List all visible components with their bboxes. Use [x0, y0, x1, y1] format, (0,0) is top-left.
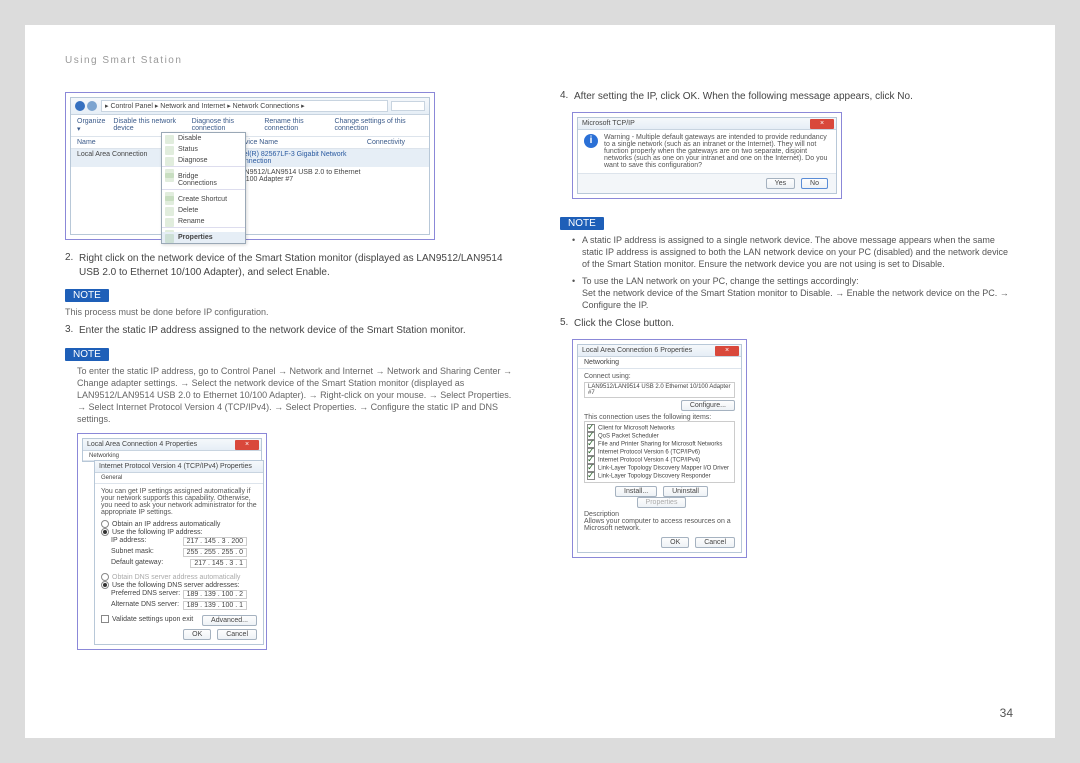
toolbar: Organize ▾ Disable this network device D…: [71, 115, 429, 137]
figure-network-connections: ▸ Control Panel ▸ Network and Internet ▸…: [65, 92, 435, 240]
cancel-button[interactable]: Cancel: [695, 537, 735, 548]
step-5: 5.Click the Close button.: [560, 317, 1015, 331]
connection-row: Local Area Connection Intel(R) 82567LF-3…: [71, 149, 429, 167]
page-number: 34: [1000, 706, 1013, 720]
address-bar: ▸ Control Panel ▸ Network and Internet ▸…: [101, 100, 388, 112]
page-header: Using Smart Station: [65, 55, 1015, 66]
nav-icon: [75, 101, 85, 111]
connection-row: LAN9512/LAN9514 USB 2.0 to Ethernet 10/1…: [71, 167, 429, 185]
note-badge: NOTE: [65, 289, 109, 302]
close-icon: ×: [235, 440, 259, 450]
close-icon: ×: [810, 119, 834, 129]
step-4: 4.After setting the IP, click OK. When t…: [560, 90, 1015, 104]
step-3: 3.Enter the static IP address assigned t…: [65, 324, 520, 338]
note-badge: NOTE: [65, 348, 109, 361]
nav-icon: [87, 101, 97, 111]
close-icon: ×: [715, 346, 739, 356]
context-menu: Disable Status Diagnose Bridge Connectio…: [161, 132, 246, 244]
note-badge: NOTE: [560, 217, 604, 230]
figure-lac-properties: Local Area Connection 6 Properties× Netw…: [572, 339, 747, 558]
note-text: This process must be done before IP conf…: [65, 306, 520, 318]
search-box: [391, 101, 425, 111]
list-header: Name Status Device Name Connectivity: [71, 137, 429, 149]
no-button[interactable]: No: [801, 178, 828, 189]
configure-button[interactable]: Configure...: [681, 400, 735, 411]
cancel-button[interactable]: Cancel: [217, 629, 257, 640]
yes-button[interactable]: Yes: [766, 178, 795, 189]
ok-button[interactable]: OK: [661, 537, 689, 548]
info-icon: i: [584, 134, 598, 148]
figure-ip-properties: Local Area Connection 4 Properties× Netw…: [77, 433, 267, 650]
figure-tcpip-warning: Microsoft TCP/IP× i Warning - Multiple d…: [572, 112, 842, 199]
note-text: To enter the static IP address, go to Co…: [65, 365, 520, 426]
note-bullet: To use the LAN network on your PC, chang…: [572, 275, 1015, 311]
ok-button[interactable]: OK: [183, 629, 211, 640]
step-2: 2.Right click on the network device of t…: [65, 252, 520, 279]
note-bullet: A static IP address is assigned to a sin…: [572, 234, 1015, 270]
